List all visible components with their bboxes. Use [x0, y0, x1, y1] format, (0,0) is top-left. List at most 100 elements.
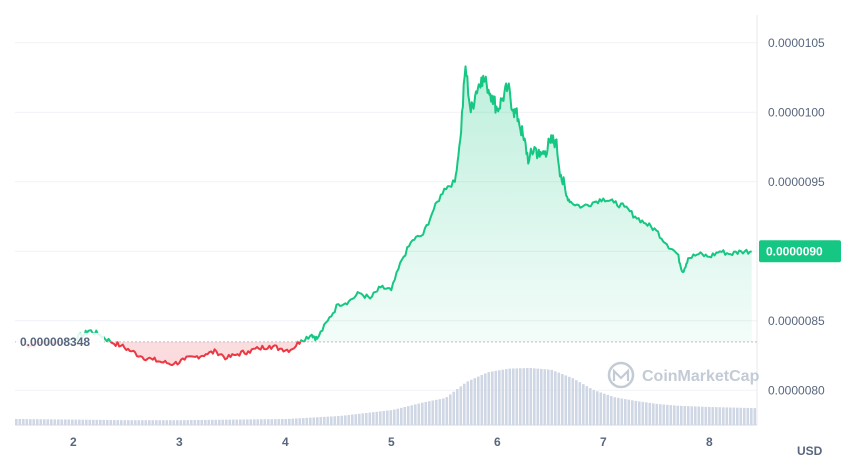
- volume-bar-55: [207, 419, 211, 425]
- volume-bar-211: [753, 408, 757, 425]
- volume-bar-113: [410, 405, 414, 425]
- volume-bar-138: [498, 370, 501, 425]
- volume-bar-119: [431, 400, 435, 425]
- volume-bar-19: [81, 419, 85, 425]
- volume-bar-34: [134, 420, 137, 425]
- volume-bar-36: [141, 420, 144, 425]
- volume-bar-99: [361, 413, 365, 425]
- y-tick-label-1: 0.0000085: [768, 314, 825, 328]
- volume-bar-135: [487, 372, 491, 425]
- volume-bar-209: [746, 407, 750, 425]
- volume-bar-26: [106, 419, 109, 425]
- x-tick-label-6: 8: [706, 435, 713, 449]
- volume-bar-46: [176, 420, 179, 425]
- volume-bar-105: [382, 410, 386, 425]
- volume-bar-154: [554, 371, 557, 425]
- volume-bar-200: [715, 407, 718, 425]
- volume-bar-44: [169, 420, 172, 425]
- y-tick-label-5: 0.0000105: [768, 36, 825, 50]
- volume-bar-170: [610, 396, 613, 425]
- volume-bar-8: [43, 419, 46, 425]
- volume-bar-45: [172, 420, 176, 425]
- volume-bar-189: [676, 405, 680, 425]
- volume-bar-9: [46, 419, 50, 425]
- volume-bars: [15, 368, 757, 425]
- volume-bar-206: [736, 407, 739, 425]
- volume-bar-110: [400, 407, 403, 425]
- volume-bar-13: [60, 419, 64, 425]
- volume-bar-123: [445, 397, 449, 425]
- volume-bar-65: [242, 419, 246, 425]
- volume-bar-190: [680, 405, 683, 425]
- volume-bar-29: [116, 420, 120, 425]
- volume-bar-71: [263, 419, 267, 425]
- volume-bar-21: [88, 419, 92, 425]
- volume-bar-127: [459, 386, 463, 425]
- volume-bar-64: [239, 419, 242, 425]
- volume-bar-156: [561, 374, 564, 425]
- volume-bar-148: [533, 368, 536, 425]
- volume-bar-116: [421, 402, 424, 425]
- volume-bar-6: [36, 419, 39, 425]
- volume-bar-25: [102, 419, 106, 425]
- volume-bar-104: [379, 411, 382, 425]
- volume-bar-128: [463, 383, 466, 425]
- volume-bar-140: [505, 369, 508, 425]
- volume-bar-87: [319, 417, 323, 425]
- volume-bar-1: [18, 419, 22, 425]
- volume-bar-12: [57, 419, 60, 425]
- volume-bar-49: [186, 420, 190, 425]
- volume-bar-163: [585, 386, 589, 425]
- volume-bar-145: [522, 368, 526, 425]
- x-tick-label-5: 7: [600, 435, 607, 449]
- volume-bar-122: [442, 398, 445, 425]
- volume-bar-57: [214, 419, 218, 425]
- volume-bar-83: [305, 417, 309, 425]
- volume-bar-202: [722, 407, 725, 425]
- volume-bar-164: [589, 388, 592, 425]
- volume-bar-14: [64, 419, 67, 425]
- volume-bar-191: [683, 406, 687, 425]
- volume-bar-86: [316, 417, 319, 425]
- volume-bar-203: [725, 407, 729, 425]
- volume-bar-187: [669, 405, 673, 425]
- volume-bar-125: [452, 391, 456, 425]
- volume-bar-39: [151, 420, 155, 425]
- volume-bar-35: [137, 420, 141, 425]
- volume-bar-93: [340, 415, 344, 425]
- volume-bar-91: [333, 416, 337, 425]
- volume-bar-75: [277, 419, 281, 425]
- volume-bar-142: [512, 368, 515, 425]
- watermark-text: CoinMarketCap: [642, 368, 760, 385]
- volume-bar-117: [424, 401, 428, 425]
- volume-bar-169: [606, 394, 610, 425]
- volume-bar-186: [666, 404, 669, 425]
- volume-bar-100: [365, 412, 368, 425]
- volume-bar-50: [190, 420, 193, 425]
- current-price-value: 0.0000090: [766, 244, 823, 258]
- volume-bar-4: [29, 419, 32, 425]
- volume-bar-193: [690, 406, 694, 425]
- volume-bar-167: [599, 392, 603, 425]
- volume-bar-16: [71, 419, 74, 425]
- volume-bar-201: [718, 407, 722, 425]
- volume-bar-185: [662, 404, 666, 425]
- x-tick-label-4: 6: [494, 435, 501, 449]
- volume-bar-112: [407, 406, 410, 425]
- volume-bar-178: [638, 401, 641, 425]
- volume-bar-98: [358, 413, 361, 425]
- volume-bar-27: [109, 420, 113, 425]
- volume-bar-194: [694, 406, 697, 425]
- volume-bar-62: [232, 419, 235, 425]
- volume-bar-24: [99, 419, 102, 425]
- volume-bar-165: [592, 390, 596, 425]
- open-price-value: 0.000008348: [20, 335, 90, 349]
- volume-bar-120: [435, 399, 438, 425]
- volume-bar-111: [403, 407, 407, 425]
- volume-bar-195: [697, 406, 701, 425]
- volume-bar-30: [120, 420, 123, 425]
- volume-bar-94: [344, 415, 347, 425]
- volume-bar-43: [165, 420, 169, 425]
- volume-bar-157: [564, 375, 568, 425]
